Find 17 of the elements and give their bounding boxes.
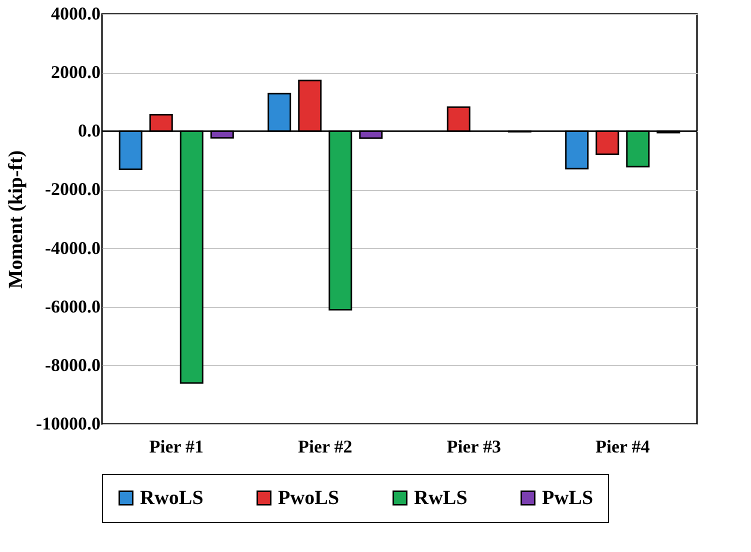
y-tick-label: 0.0 <box>78 120 100 141</box>
x-tick-label: Pier #3 <box>446 436 501 456</box>
y-tick-label: -10000.0 <box>36 414 100 434</box>
y-tick-label: -8000.0 <box>45 354 100 375</box>
legend-label: PwLS <box>542 487 594 509</box>
y-tick-label: 4000.0 <box>51 4 100 24</box>
x-tick-label: Pier #4 <box>596 436 650 456</box>
y-axis-title: Moment (kip-ft) <box>5 150 28 289</box>
x-tick-label: Pier #2 <box>298 436 352 456</box>
y-tick-label: -6000.0 <box>45 296 100 316</box>
y-tick-label: 2000.0 <box>51 62 100 82</box>
legend-label: RwoLS <box>140 487 204 509</box>
legend-label: RwLS <box>414 487 468 509</box>
legend-label: PwoLS <box>278 487 340 509</box>
x-tick-label: Pier #1 <box>149 436 204 456</box>
y-tick-label: -4000.0 <box>45 238 100 258</box>
y-tick-label: -2000.0 <box>45 179 100 200</box>
